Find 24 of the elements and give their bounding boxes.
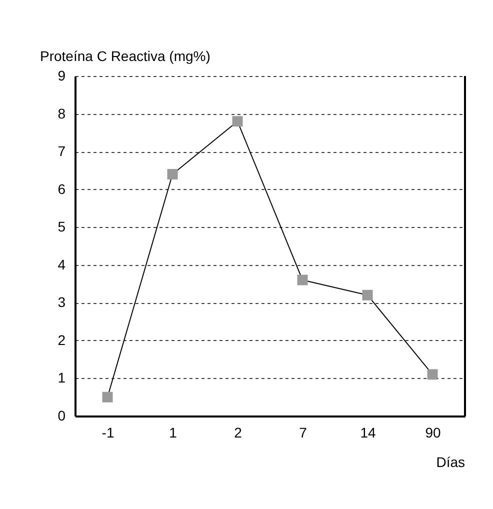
y-tick-label: 3 bbox=[58, 294, 66, 310]
point bbox=[297, 274, 308, 286]
x-tick-label: 14 bbox=[360, 424, 376, 440]
y-axis-title: Proteína C Reactiva (mg%) bbox=[40, 48, 210, 64]
point bbox=[427, 369, 438, 380]
x-tick-label: 90 bbox=[425, 424, 441, 440]
y-tick-label: 2 bbox=[58, 332, 66, 348]
point bbox=[232, 116, 243, 127]
y-tick-label: 5 bbox=[58, 218, 66, 235]
y-tick-label: 8 bbox=[58, 105, 66, 122]
y-tick-label: 4 bbox=[58, 256, 66, 272]
y-tick-label: 7 bbox=[58, 143, 66, 160]
y-tick-label: 9 bbox=[58, 68, 66, 84]
x-tick-label: -1 bbox=[102, 424, 114, 440]
y-tick-label: 1 bbox=[58, 370, 66, 386]
point bbox=[167, 168, 178, 180]
x-tick-label: 1 bbox=[169, 424, 178, 440]
x-axis-title: Días bbox=[436, 454, 465, 470]
x-tick-label: 7 bbox=[299, 424, 308, 440]
y-tick-label: 0 bbox=[58, 408, 66, 424]
point bbox=[102, 392, 113, 402]
y-tick-label: 6 bbox=[58, 180, 66, 197]
point bbox=[362, 290, 373, 300]
x-tick-label: 2 bbox=[234, 424, 242, 440]
